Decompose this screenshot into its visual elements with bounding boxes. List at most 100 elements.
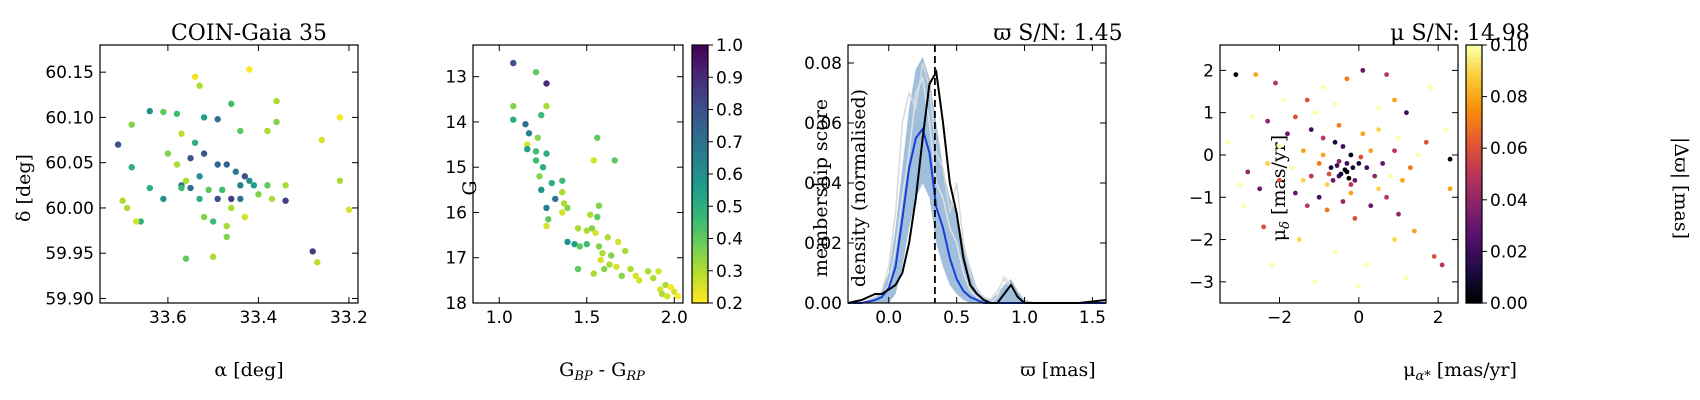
data-point (246, 66, 253, 73)
data-point (674, 293, 681, 300)
data-point (1320, 84, 1326, 90)
y-tick-label: 60.00 (45, 199, 94, 219)
y-tick-label: 60.15 (45, 63, 94, 83)
data-point (644, 268, 652, 275)
y-tick-label: 59.90 (45, 289, 94, 309)
sample-curve (848, 62, 1106, 304)
data-point (196, 195, 203, 203)
data-point (264, 127, 271, 135)
data-point (538, 186, 545, 194)
data-point (1300, 177, 1306, 183)
plot-frame (472, 44, 684, 304)
colorbar-segment (692, 178, 708, 184)
colorbar-segment (1466, 57, 1482, 63)
data-point (1332, 139, 1338, 145)
data-point (559, 188, 566, 196)
y-tick-label: 17 (445, 249, 467, 269)
colorbar-segment (692, 191, 708, 197)
data-point (559, 209, 566, 216)
x-axis-label: μα* [mas/yr] (1403, 359, 1517, 384)
data-point (228, 100, 235, 108)
data-point (1376, 186, 1382, 192)
data-point (214, 116, 221, 123)
y-tick-label: 60.05 (45, 154, 94, 174)
data-point (1332, 101, 1338, 107)
colorbar-segment (692, 113, 708, 119)
data-point (282, 182, 289, 189)
data-point (191, 73, 199, 80)
data-point (632, 272, 639, 280)
data-point (613, 263, 620, 270)
colorbar-segment (692, 165, 708, 171)
data-point (597, 256, 604, 264)
y-tick-label: −2 (1189, 231, 1214, 251)
y-axis-label: δ [deg] (13, 154, 35, 222)
data-point (1376, 127, 1382, 132)
colorbar-segment (1466, 208, 1482, 214)
data-point (1368, 203, 1374, 209)
colorbar-segment (1466, 165, 1482, 171)
data-point (1308, 127, 1314, 132)
colorbar-segment (1466, 272, 1482, 278)
data-point (636, 277, 643, 284)
colorbar-segment (1466, 131, 1482, 136)
data-point (1237, 182, 1243, 187)
data-point (574, 265, 582, 273)
colorbar-segment (1466, 62, 1482, 68)
x-tick-label: 0.0 (875, 308, 902, 328)
x-tick-label: 1.0 (486, 308, 513, 328)
data-point (1292, 114, 1298, 120)
panel-title: ϖ S/N: 1.45 (993, 21, 1122, 46)
data-point (336, 177, 344, 184)
data-point (601, 265, 608, 273)
data-point (214, 161, 221, 168)
colorbar-segment (1466, 139, 1482, 145)
colorbar-segment (1466, 247, 1482, 252)
data-point (336, 114, 344, 121)
data-point (205, 186, 212, 194)
data-point (583, 240, 590, 248)
data-point (552, 195, 559, 203)
data-point (536, 173, 543, 180)
data-point (590, 270, 597, 277)
colorbar-segment (692, 118, 708, 123)
data-point (200, 150, 208, 157)
data-point (1344, 76, 1350, 82)
data-point (592, 229, 599, 237)
colorbar-segment (1466, 178, 1482, 184)
colorbar-segment (692, 242, 708, 248)
colorbar-segment (692, 169, 708, 175)
data-point (1265, 161, 1270, 166)
colorbar-segment (1466, 70, 1482, 76)
data-point (658, 290, 666, 298)
data-point (627, 265, 634, 273)
colorbar-tick-label: 0.00 (1490, 294, 1528, 314)
data-point (594, 213, 601, 221)
colorbar-segment (1466, 281, 1482, 287)
data-point (200, 114, 208, 121)
data-point (1233, 72, 1239, 78)
colorbar-label: membership score (810, 99, 832, 277)
colorbar-segment (692, 182, 708, 188)
data-point (595, 202, 603, 209)
data-point (345, 206, 353, 213)
colorbar-segment (1466, 66, 1482, 72)
data-point (128, 164, 135, 171)
colorbar-tick-label: 0.06 (1490, 139, 1528, 159)
data-point (1431, 254, 1437, 259)
data-point (532, 148, 540, 155)
colorbar-segment (692, 92, 708, 98)
colorbar-segment (692, 105, 708, 111)
x-axis-label: GBP - GRP (559, 359, 645, 384)
data-point (543, 102, 550, 110)
data-point (1404, 110, 1409, 116)
colorbar-segment (1466, 260, 1482, 265)
colorbar-segment (1466, 251, 1482, 257)
colorbar-segment (692, 45, 708, 50)
data-point (1328, 165, 1334, 171)
colorbar-segment (1466, 143, 1482, 149)
colorbar-tick-label: 0.9 (716, 68, 743, 88)
colorbar-tick-label: 0.04 (1490, 191, 1528, 211)
x-tick-label: −2 (1267, 308, 1292, 328)
data-point (532, 157, 540, 164)
